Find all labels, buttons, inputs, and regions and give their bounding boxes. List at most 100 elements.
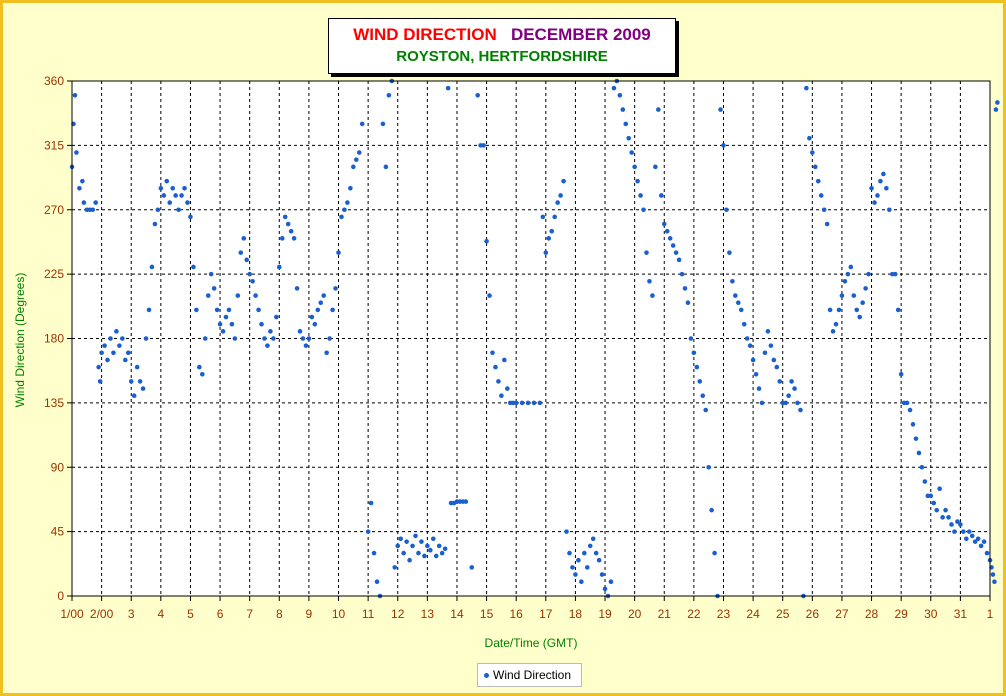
data-point bbox=[946, 515, 951, 520]
data-point bbox=[907, 407, 913, 413]
data-point bbox=[416, 550, 421, 556]
data-point bbox=[913, 436, 919, 441]
data-point bbox=[315, 307, 321, 313]
data-point bbox=[771, 357, 777, 363]
data-point bbox=[137, 379, 143, 384]
data-point bbox=[582, 550, 587, 556]
data-point bbox=[149, 264, 155, 270]
x-tick-label: 6 bbox=[217, 607, 224, 621]
y-tick-label: 0 bbox=[57, 589, 64, 603]
x-tick-label: 22 bbox=[687, 607, 701, 621]
data-point bbox=[904, 400, 910, 406]
data-point bbox=[895, 307, 901, 313]
x-tick-label: 21 bbox=[658, 607, 672, 621]
data-point bbox=[285, 221, 291, 227]
data-point bbox=[117, 343, 122, 348]
data-point bbox=[881, 171, 886, 177]
data-point bbox=[759, 400, 765, 406]
data-point bbox=[546, 236, 552, 241]
data-point bbox=[712, 550, 717, 556]
x-tick-label: 3 bbox=[128, 607, 135, 621]
data-point bbox=[940, 515, 945, 520]
data-point bbox=[262, 336, 267, 341]
data-point bbox=[72, 93, 78, 98]
data-point bbox=[339, 214, 344, 220]
chart-title-box: WIND DIRECTION DECEMBER 2009 ROYSTON, HE… bbox=[328, 18, 676, 74]
data-point bbox=[792, 386, 797, 391]
data-point bbox=[351, 164, 356, 170]
x-tick-label: 1/00 bbox=[60, 607, 84, 621]
data-point bbox=[611, 85, 617, 91]
data-point bbox=[602, 586, 608, 592]
data-point bbox=[824, 221, 830, 227]
data-point bbox=[937, 486, 942, 492]
data-point bbox=[685, 300, 691, 306]
data-point bbox=[330, 307, 335, 313]
data-point bbox=[735, 300, 741, 306]
data-point bbox=[217, 321, 223, 327]
data-point bbox=[276, 264, 282, 270]
data-point bbox=[709, 507, 714, 513]
data-point bbox=[279, 236, 285, 241]
y-tick-label: 135 bbox=[44, 396, 64, 410]
data-point bbox=[223, 314, 229, 320]
data-point bbox=[718, 107, 723, 112]
data-point bbox=[345, 200, 350, 205]
data-point bbox=[664, 228, 670, 234]
data-point bbox=[475, 93, 480, 98]
data-point bbox=[656, 107, 661, 112]
data-point bbox=[783, 400, 788, 406]
data-point bbox=[371, 550, 377, 556]
data-point bbox=[176, 207, 181, 213]
data-point bbox=[765, 329, 771, 334]
data-point bbox=[442, 546, 448, 552]
data-point bbox=[798, 407, 803, 413]
data-point bbox=[487, 293, 492, 298]
data-point bbox=[567, 550, 572, 556]
data-point bbox=[226, 307, 232, 313]
data-point bbox=[179, 193, 184, 198]
chart-title: WIND DIRECTION DECEMBER 2009 bbox=[329, 25, 675, 45]
data-point bbox=[958, 522, 963, 527]
data-point bbox=[721, 143, 726, 148]
data-point bbox=[469, 565, 475, 570]
data-point bbox=[300, 336, 306, 341]
data-point bbox=[887, 207, 892, 213]
data-point bbox=[170, 185, 175, 191]
data-point bbox=[827, 307, 833, 313]
data-point bbox=[910, 422, 916, 427]
data-point bbox=[632, 164, 637, 170]
data-point bbox=[647, 278, 652, 284]
data-point bbox=[617, 93, 623, 98]
data-point bbox=[679, 271, 685, 277]
data-point bbox=[984, 550, 990, 556]
data-point bbox=[916, 450, 922, 456]
data-point bbox=[990, 572, 996, 577]
data-point bbox=[928, 493, 934, 499]
data-point bbox=[706, 464, 711, 470]
data-point bbox=[324, 350, 329, 356]
data-point bbox=[836, 307, 842, 313]
data-point bbox=[297, 329, 303, 334]
data-point bbox=[978, 543, 984, 549]
data-point bbox=[164, 178, 170, 184]
data-point bbox=[555, 200, 560, 205]
data-point bbox=[282, 214, 288, 220]
y-tick-label: 180 bbox=[44, 332, 64, 346]
data-point bbox=[724, 207, 729, 213]
x-tick-label: 18 bbox=[569, 607, 583, 621]
x-tick-label: 15 bbox=[480, 607, 494, 621]
data-point bbox=[992, 579, 997, 584]
y-tick-label: 225 bbox=[44, 267, 64, 281]
data-point bbox=[490, 350, 495, 356]
data-point bbox=[969, 533, 975, 539]
data-point bbox=[863, 286, 868, 291]
data-point bbox=[851, 293, 857, 298]
y-tick-label: 270 bbox=[44, 203, 64, 217]
data-point bbox=[380, 121, 386, 127]
data-point bbox=[700, 393, 706, 399]
data-point bbox=[253, 293, 258, 298]
data-point bbox=[596, 557, 602, 563]
x-tick-label: 28 bbox=[865, 607, 879, 621]
